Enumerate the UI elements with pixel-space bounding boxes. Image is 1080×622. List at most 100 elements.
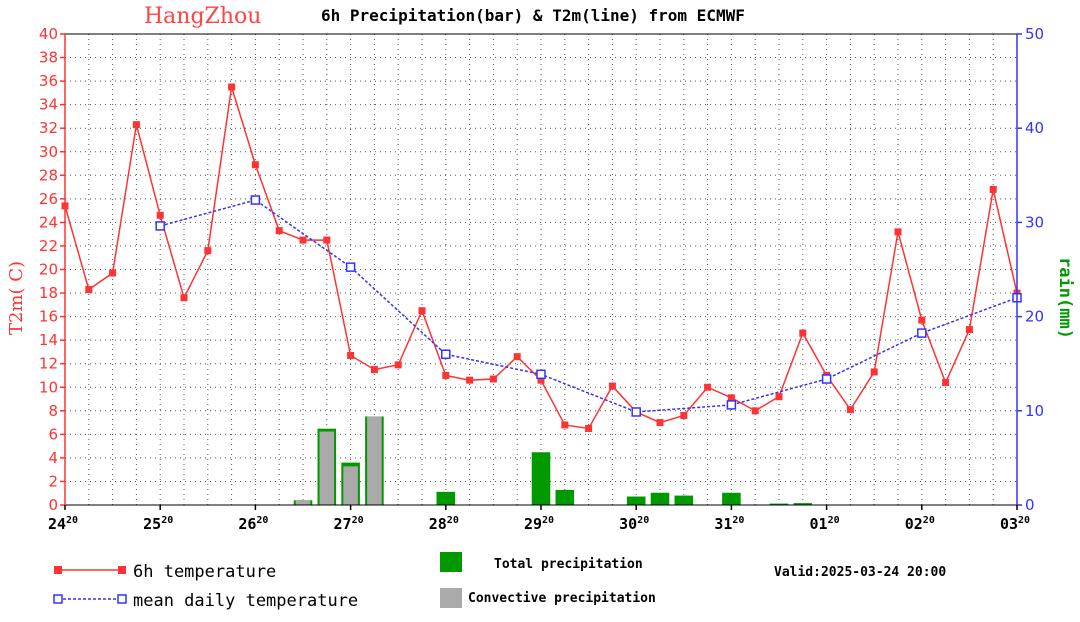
- left-tick-label: 36: [39, 72, 58, 90]
- temp-6h-point: [466, 376, 474, 384]
- temp-6h-point: [489, 375, 497, 383]
- right-tick-label: 40: [1025, 119, 1044, 137]
- total-precip-bar: [626, 496, 646, 505]
- temp-daily-point: [345, 262, 356, 272]
- temp-daily-point: [917, 328, 927, 338]
- convective-precip-bar: [319, 431, 335, 505]
- temp-6h-point: [918, 316, 926, 324]
- x-tick-label: 3020: [619, 515, 649, 533]
- temp-6h-point: [656, 419, 664, 427]
- legend-mean-daily-temperature: mean daily temperature: [53, 591, 358, 611]
- total-precip-bar: [531, 452, 551, 505]
- x-tick-label: 0220: [905, 515, 935, 533]
- x-tick-label: 2920: [524, 515, 554, 533]
- legend-convective-precipitation-label: Convective precipitation: [468, 591, 656, 606]
- left-tick-label: 0: [48, 496, 58, 514]
- left-tick-label: 12: [39, 355, 58, 373]
- x-tick-label: 0320: [1000, 515, 1030, 533]
- temp-6h-point: [965, 326, 973, 334]
- legend-convective-swatch: [440, 588, 462, 608]
- temp-6h-point: [513, 353, 521, 361]
- x-tick-label: 3120: [714, 515, 744, 533]
- x-tick-hour: 20: [923, 515, 935, 526]
- legend-6h-marker-right: [118, 566, 126, 574]
- x-tick-day: 25: [143, 515, 161, 533]
- x-tick-label: 2420: [48, 515, 78, 533]
- legend-6h-marker-left: [54, 566, 62, 574]
- right-axis-ticks: 0 10 20 30 40 50: [1017, 25, 1044, 514]
- chart-title: 6h Precipitation(bar) & T2m(line) from E…: [321, 6, 745, 25]
- left-tick-label: 2: [48, 472, 58, 490]
- x-tick-hour: 20: [352, 515, 364, 526]
- left-tick-label: 14: [39, 331, 58, 349]
- grid-lines: [65, 34, 1017, 505]
- x-tick-day: 29: [524, 515, 542, 533]
- chart-title-city: HangZhou: [144, 4, 261, 29]
- temp-6h-point: [85, 286, 93, 294]
- legend-daily-marker-right: [117, 594, 127, 604]
- temp-6h-point: [799, 329, 807, 337]
- temp-6h-point: [942, 379, 950, 387]
- temp-6h-point: [989, 185, 997, 193]
- temp-6h-point: [228, 83, 236, 91]
- legend-mean-daily-temperature-label: mean daily temperature: [133, 591, 358, 611]
- temp-daily-point: [821, 374, 832, 384]
- left-tick-label: 4: [48, 449, 58, 467]
- left-tick-label: 10: [39, 378, 58, 396]
- x-tick-hour: 20: [447, 515, 459, 526]
- temp-daily-point: [155, 221, 165, 231]
- temp-6h-point: [156, 211, 164, 219]
- left-tick-label: 6: [48, 425, 58, 443]
- x-tick-label: 2620: [238, 515, 268, 533]
- left-tick-label: 20: [39, 261, 58, 279]
- temp-6h-point: [894, 228, 902, 236]
- total-precip-bar: [555, 489, 575, 505]
- temp-daily-point: [631, 407, 641, 417]
- x-tick-day: 30: [619, 515, 637, 533]
- x-tick-hour: 20: [256, 515, 268, 526]
- x-tick-day: 31: [714, 515, 732, 533]
- temp-6h-point: [204, 247, 212, 255]
- left-tick-label: 34: [39, 96, 58, 114]
- x-tick-day: 27: [334, 515, 352, 533]
- temp-6h-point: [299, 236, 307, 244]
- legend-daily-marker-left: [53, 594, 63, 604]
- x-tick-day: 03: [1000, 515, 1018, 533]
- temp-6h-point: [585, 424, 593, 432]
- total-precip-bar: [436, 491, 456, 505]
- precipitation-bars: [293, 416, 813, 505]
- left-tick-label: 28: [39, 166, 58, 184]
- left-tick-label: 22: [39, 237, 58, 255]
- temp-6h-point: [323, 236, 331, 244]
- x-tick-label: 2720: [334, 515, 364, 533]
- temp-6h-point: [727, 394, 735, 402]
- y-axis-label-left: T2m( C): [6, 261, 27, 335]
- right-tick-label: 30: [1025, 213, 1044, 231]
- x-tick-hour: 20: [66, 515, 78, 526]
- temp-6h-point: [846, 406, 854, 414]
- total-precip-bar: [722, 492, 741, 505]
- legend-total-precipitation: Total precipitation: [440, 552, 643, 572]
- x-tick-hour: 20: [637, 515, 649, 526]
- x-tick-hour: 20: [732, 515, 744, 526]
- convective-precip-bar: [295, 500, 311, 505]
- temp-6h-point: [275, 227, 283, 235]
- temp-6h-point: [370, 366, 378, 374]
- y-axis-label-right: rain(mm): [1055, 257, 1075, 339]
- temp-6h-point: [608, 382, 616, 390]
- temp-daily-point: [536, 369, 546, 380]
- total-precip-bar: [793, 503, 813, 505]
- left-tick-label: 38: [39, 49, 58, 67]
- temp-6h-point: [870, 368, 878, 376]
- right-tick-label: 20: [1025, 308, 1044, 326]
- temp-6h-point: [704, 383, 712, 391]
- temp-6h-point: [561, 421, 569, 429]
- legend-total-swatch: [440, 552, 462, 572]
- temp-6h-point: [442, 371, 450, 379]
- x-tick-label: 2820: [429, 515, 459, 533]
- temp-6h-point: [109, 269, 117, 277]
- total-precip-bar: [674, 495, 694, 505]
- legend-6h-temperature-label: 6h temperature: [133, 562, 276, 582]
